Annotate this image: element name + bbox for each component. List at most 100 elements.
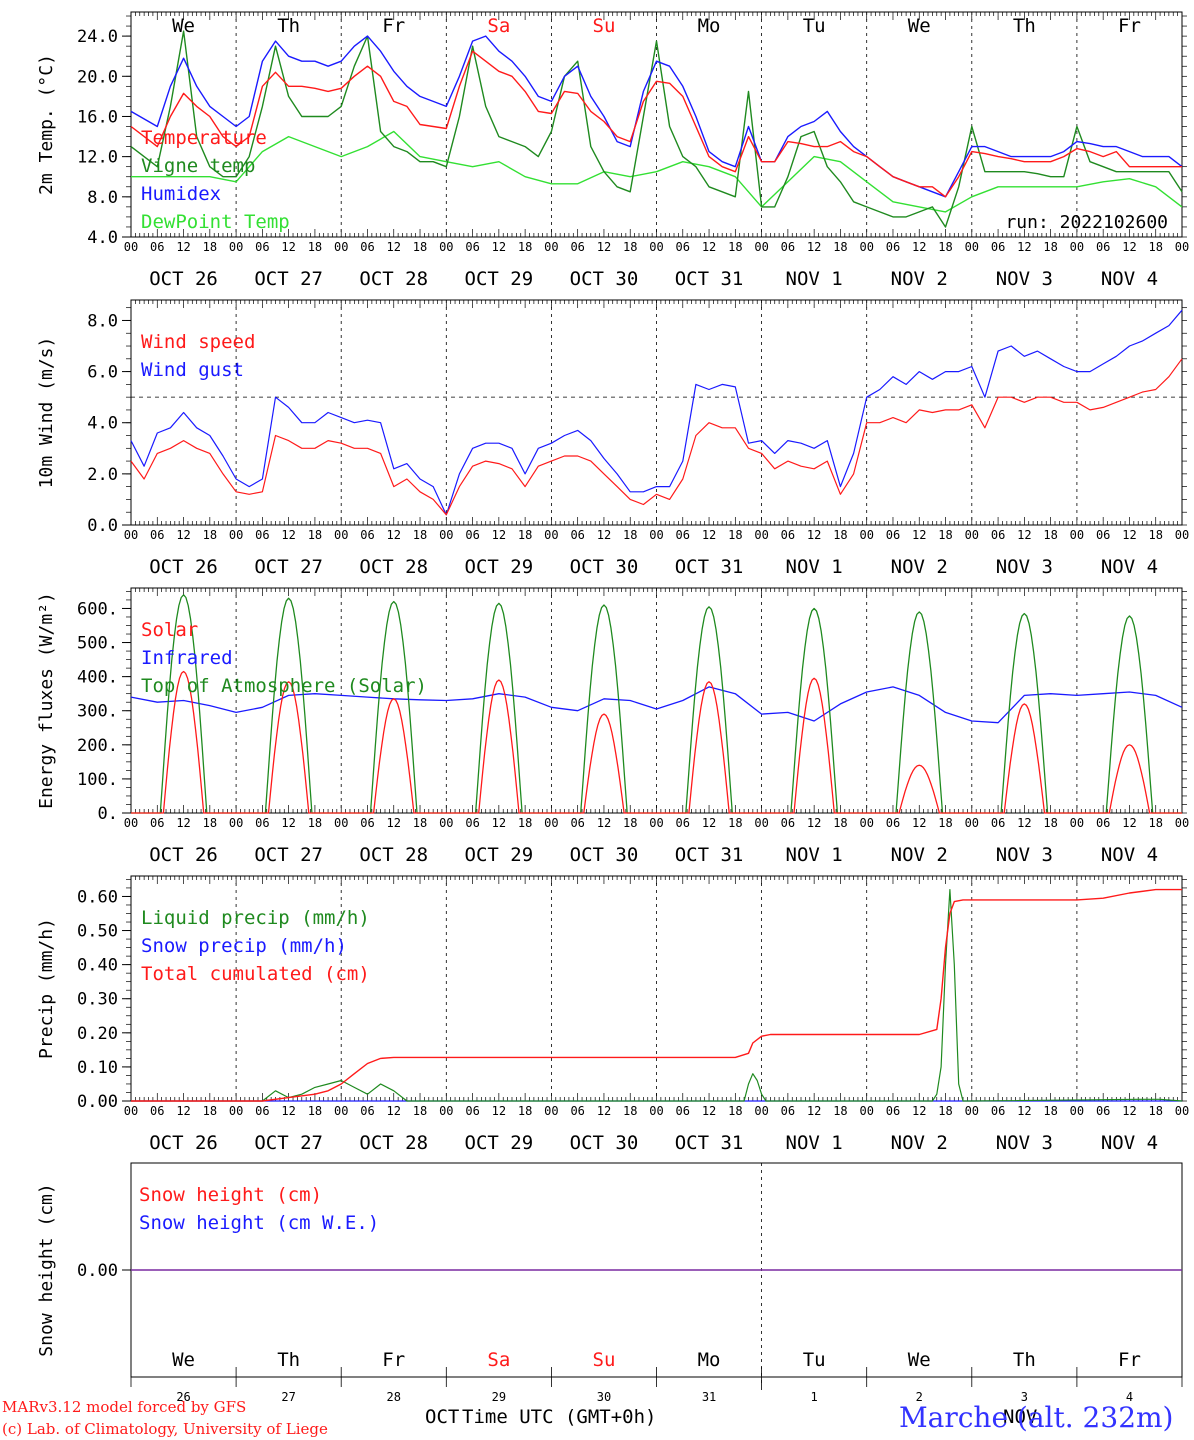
hour-tick-label: 06 — [465, 240, 479, 254]
hour-tick-label: 00 — [124, 528, 138, 542]
weekday-label: Su — [593, 1349, 616, 1371]
date-label: NOV 2 — [891, 556, 948, 578]
hour-tick-label: 00 — [439, 1104, 453, 1118]
date-label: OCT 26 — [149, 268, 218, 290]
hour-tick-label: 12 — [912, 1104, 926, 1118]
y-tick-label: 200. — [77, 736, 118, 756]
weekday-label: Th — [1013, 15, 1036, 37]
date-label: OCT 29 — [465, 1132, 534, 1154]
date-label: OCT 28 — [359, 556, 428, 578]
hour-tick-label: 18 — [518, 528, 532, 542]
hour-tick-label: 12 — [1122, 816, 1136, 830]
hour-tick-label: 00 — [649, 816, 663, 830]
hour-tick-label: 00 — [334, 816, 348, 830]
hour-tick-label: 06 — [360, 528, 374, 542]
hour-tick-label: 18 — [308, 240, 322, 254]
hour-tick-label: 00 — [859, 816, 873, 830]
hour-tick-label: 12 — [387, 240, 401, 254]
hour-tick-label: 18 — [1043, 528, 1057, 542]
hour-tick-label: 12 — [702, 816, 716, 830]
hour-tick-label: 06 — [1096, 240, 1110, 254]
hour-tick-label: 00 — [965, 528, 979, 542]
hour-tick-label: 06 — [886, 240, 900, 254]
hour-tick-label: 12 — [702, 528, 716, 542]
hour-tick-label: 00 — [334, 1104, 348, 1118]
y-tick-label: 0.0 — [87, 516, 118, 536]
legend-entry: Wind speed — [141, 331, 255, 353]
footer-credit: (c) Lab. of Climatology, University of L… — [2, 1420, 328, 1438]
hour-tick-label: 00 — [1175, 240, 1189, 254]
hour-tick-label: 06 — [360, 816, 374, 830]
date-label: NOV 3 — [996, 268, 1053, 290]
run-annotation: run: 2022102600 — [1005, 212, 1168, 233]
hour-tick-label: 12 — [1122, 240, 1136, 254]
date-label: OCT 29 — [465, 556, 534, 578]
hour-tick-label: 12 — [912, 240, 926, 254]
day-number-label: 28 — [387, 1390, 401, 1404]
day-number-label: 4 — [1126, 1390, 1133, 1404]
temperature-panel: 00 06 12 18 OCT 26 00 06 12 18 OCT 27 00 06 12 18 OCT … — [36, 11, 1189, 290]
date-label: OCT 30 — [570, 268, 639, 290]
hour-tick-label: 18 — [413, 240, 427, 254]
hour-tick-label: 06 — [360, 240, 374, 254]
hour-tick-label: 12 — [281, 528, 295, 542]
footer-model: MARv3.12 model forced by GFS — [2, 1398, 246, 1416]
hour-tick-label: 00 — [544, 1104, 558, 1118]
hour-tick-label: 12 — [1017, 816, 1031, 830]
hour-tick-label: 00 — [439, 240, 453, 254]
weekday-label: We — [172, 1349, 195, 1371]
date-label: NOV 1 — [786, 1132, 843, 1154]
y-tick-label: 100. — [77, 770, 118, 790]
y-tick-label: 0.00 — [77, 1261, 118, 1281]
y-tick-label: 12.0 — [77, 148, 118, 168]
hour-tick-label: 06 — [1096, 1104, 1110, 1118]
legend-entry: DewPoint Temp — [141, 211, 290, 233]
date-label: OCT 27 — [254, 556, 323, 578]
hour-tick-label: 12 — [807, 1104, 821, 1118]
month-left-label: OCT — [425, 1406, 459, 1428]
weekday-label: Su — [593, 15, 616, 37]
weekday-label: We — [172, 15, 195, 37]
hour-tick-label: 12 — [176, 240, 190, 254]
hour-tick-label: 06 — [991, 528, 1005, 542]
y-axis-label: Energy fluxes (W/m²) — [36, 592, 57, 809]
y-tick-label: 0.40 — [77, 956, 118, 976]
legend-entry: Snow height (cm W.E.) — [139, 1212, 379, 1234]
hour-tick-label: 06 — [465, 816, 479, 830]
hour-tick-label: 06 — [150, 240, 164, 254]
liquid-precip-line — [131, 888, 1183, 1102]
total-cumulated-line — [131, 888, 1182, 1102]
hour-tick-label: 06 — [886, 528, 900, 542]
hour-tick-label: 06 — [781, 528, 795, 542]
hour-tick-label: 18 — [833, 240, 847, 254]
hour-tick-label: 18 — [413, 816, 427, 830]
hour-tick-label: 06 — [886, 816, 900, 830]
hour-tick-label: 06 — [570, 240, 584, 254]
hour-tick-label: 12 — [492, 528, 506, 542]
hour-tick-label: 00 — [544, 240, 558, 254]
date-label: NOV 3 — [996, 556, 1053, 578]
date-label: OCT 31 — [675, 1132, 744, 1154]
legend-entry: Total cumulated (cm) — [141, 963, 370, 985]
hour-tick-label: 18 — [413, 1104, 427, 1118]
date-label: OCT 26 — [149, 844, 218, 866]
hour-tick-label: 18 — [203, 1104, 217, 1118]
date-label: OCT 29 — [465, 844, 534, 866]
hour-tick-label: 00 — [1175, 528, 1189, 542]
hour-tick-label: 12 — [1017, 1104, 1031, 1118]
hour-tick-label: 00 — [334, 528, 348, 542]
hour-tick-label: 00 — [439, 816, 453, 830]
weekday-label: We — [908, 1349, 931, 1371]
weekday-label: Fr — [1118, 15, 1141, 37]
date-label: NOV 4 — [1101, 1132, 1158, 1154]
y-tick-label: 300. — [77, 702, 118, 722]
hour-tick-label: 18 — [833, 1104, 847, 1118]
hour-tick-label: 00 — [859, 528, 873, 542]
hour-tick-label: 06 — [991, 816, 1005, 830]
weekday-label: Mo — [698, 15, 721, 37]
weekday-label: Sa — [487, 15, 510, 37]
date-label: OCT 31 — [675, 268, 744, 290]
hour-tick-label: 18 — [1043, 1104, 1057, 1118]
hour-tick-label: 18 — [1148, 240, 1162, 254]
hour-tick-label: 00 — [1070, 1104, 1084, 1118]
